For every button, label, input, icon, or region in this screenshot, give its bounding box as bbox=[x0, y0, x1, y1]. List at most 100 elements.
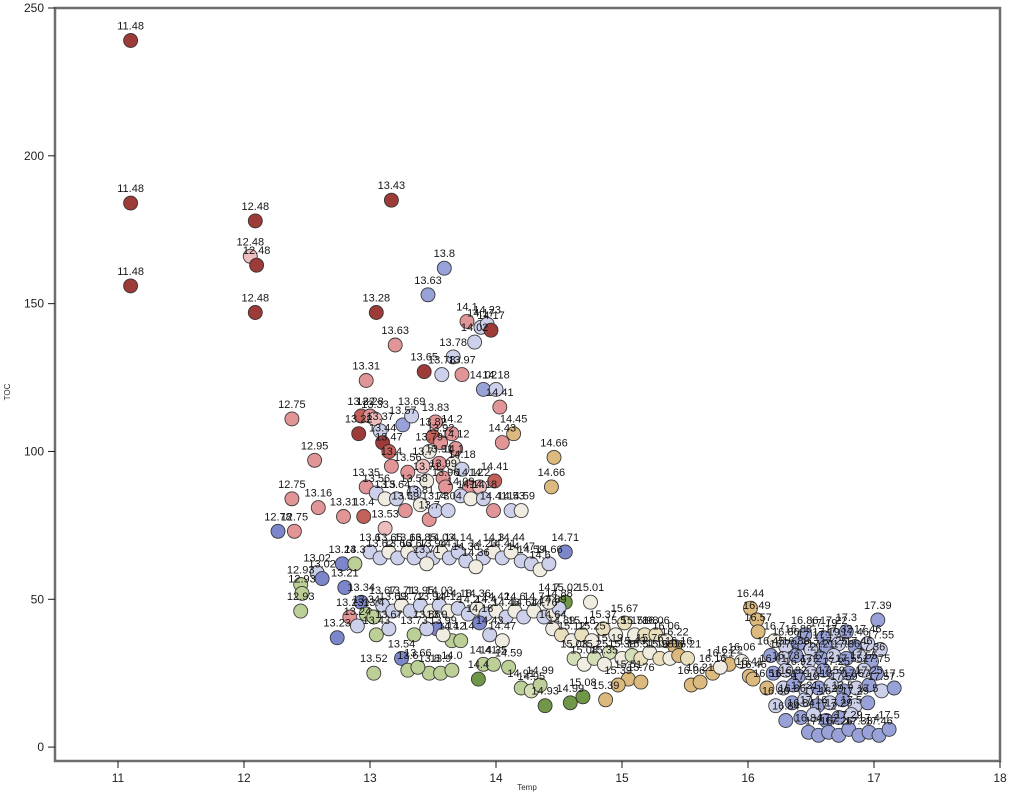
data-point bbox=[881, 721, 897, 737]
data-point-label: 14.18 bbox=[466, 603, 494, 615]
data-point bbox=[467, 334, 483, 350]
data-point bbox=[633, 674, 649, 690]
data-point-label: 17.59 bbox=[830, 671, 858, 683]
data-point-label: 16.06 bbox=[652, 621, 680, 633]
data-point-label: 13.92 bbox=[427, 423, 455, 435]
data-point bbox=[785, 677, 801, 693]
data-point-label: 13.9 bbox=[430, 653, 451, 665]
data-point-label: 13.4 bbox=[353, 497, 374, 509]
data-point bbox=[310, 500, 326, 516]
data-point bbox=[886, 680, 902, 696]
data-point-label: 16.45 bbox=[757, 636, 785, 648]
data-point-label: 16.86 bbox=[772, 627, 800, 639]
data-point bbox=[412, 497, 428, 513]
data-point-label: 13.62 bbox=[366, 538, 394, 550]
data-point-label: 13.52 bbox=[360, 653, 388, 665]
data-point-label: 16.06 bbox=[642, 615, 670, 627]
data-point bbox=[468, 559, 484, 575]
data-point-label: 14.59 bbox=[507, 491, 535, 503]
data-point bbox=[419, 473, 435, 489]
data-point-label: 14.64 bbox=[510, 597, 538, 609]
data-point-label: 14.47 bbox=[489, 621, 517, 633]
data-point-label: 13.85 bbox=[413, 609, 441, 621]
data-point-label: 16.22 bbox=[661, 627, 689, 639]
data-point-label: 13.66 bbox=[404, 647, 432, 659]
data-point-label: 16.92 bbox=[780, 665, 808, 677]
data-point-label: 17.36 bbox=[858, 641, 886, 653]
x-tick-label: 14 bbox=[489, 771, 503, 785]
data-point-label: 17.18 bbox=[805, 668, 833, 680]
data-point-label: 13.7 bbox=[412, 446, 433, 458]
data-point-label: 16.51 bbox=[770, 668, 798, 680]
data-point-label: 13.24 bbox=[344, 606, 372, 618]
data-point-label: 16.86 bbox=[762, 686, 790, 698]
data-point-label: 14.12 bbox=[442, 429, 470, 441]
data-point bbox=[448, 441, 464, 456]
data-point-label: 14.95 bbox=[518, 671, 546, 683]
data-point-label: 15.98 bbox=[631, 615, 659, 627]
data-point bbox=[470, 671, 486, 687]
data-point-label: 13.71 bbox=[413, 461, 441, 473]
data-point-label: 14.12 bbox=[438, 621, 466, 633]
data-point bbox=[584, 633, 600, 649]
data-point bbox=[778, 662, 794, 678]
data-point-label: 16.92 bbox=[785, 656, 813, 668]
data-point-label: 16.84 bbox=[795, 712, 823, 724]
data-point-label: 13.24 bbox=[329, 544, 357, 556]
data-point-label: 17.21 bbox=[795, 641, 823, 653]
data-point bbox=[404, 408, 420, 424]
data-point-label: 14.18 bbox=[448, 449, 476, 461]
data-point-label: 13.6 bbox=[397, 650, 418, 662]
data-point bbox=[472, 615, 488, 631]
data-point bbox=[286, 523, 302, 539]
data-point bbox=[400, 464, 416, 480]
data-point-label: 13.23 bbox=[336, 597, 364, 609]
data-point-label: 17.17 bbox=[797, 630, 825, 642]
data-point-label: 13.34 bbox=[352, 594, 380, 606]
data-point-label: 13.4 bbox=[363, 597, 384, 609]
data-point-label: 14.23 bbox=[470, 538, 498, 550]
data-point-label: 13.81 bbox=[407, 485, 435, 497]
data-point bbox=[513, 503, 529, 519]
data-point-label: 13.22 bbox=[347, 396, 375, 408]
data-point-label: 17.32 bbox=[825, 624, 853, 636]
data-point-label: 14.1 bbox=[456, 301, 477, 313]
data-point bbox=[420, 287, 436, 303]
data-point-label: 13.66 bbox=[384, 538, 412, 550]
data-point bbox=[307, 452, 323, 468]
data-point-label: 17.4 bbox=[858, 712, 879, 724]
data-point-label: 15.76 bbox=[636, 633, 664, 645]
x-tick-label: 18 bbox=[993, 771, 1007, 785]
data-point bbox=[486, 656, 501, 672]
data-point-label: 14.12 bbox=[456, 467, 484, 479]
data-point bbox=[463, 491, 479, 507]
data-point bbox=[284, 411, 300, 427]
data-point bbox=[501, 659, 517, 675]
data-point-label: 14.0 bbox=[441, 650, 462, 662]
data-point-label: 14.66 bbox=[535, 544, 563, 556]
data-point-label: 13.31 bbox=[352, 361, 380, 373]
data-point bbox=[415, 458, 431, 474]
data-point bbox=[546, 449, 562, 465]
data-point bbox=[406, 627, 422, 643]
data-point-label: 14.88 bbox=[545, 588, 573, 600]
data-point bbox=[410, 659, 426, 675]
data-point-label: 14.36 bbox=[463, 588, 491, 600]
data-point bbox=[823, 677, 839, 693]
data-point-label: 14.43 bbox=[489, 423, 517, 435]
y-tick-label: 150 bbox=[24, 297, 44, 311]
data-point-label: 14.45 bbox=[500, 414, 528, 426]
data-point-label: 17.29 bbox=[841, 686, 869, 698]
data-point-label: 13.67 bbox=[400, 538, 428, 550]
data-point bbox=[595, 621, 611, 637]
data-point-label: 15.51 bbox=[627, 638, 655, 650]
data-point bbox=[445, 349, 461, 365]
data-point-label: 15.18 bbox=[568, 615, 596, 627]
data-point-label: 16.49 bbox=[743, 600, 771, 612]
data-point-label: 14.6 bbox=[529, 550, 550, 562]
data-point-label: 14.41 bbox=[489, 538, 517, 550]
data-point bbox=[444, 662, 460, 678]
data-point-label: 17.16 bbox=[804, 686, 832, 698]
data-point-label: 13.96 bbox=[432, 467, 460, 479]
data-point bbox=[851, 648, 867, 663]
